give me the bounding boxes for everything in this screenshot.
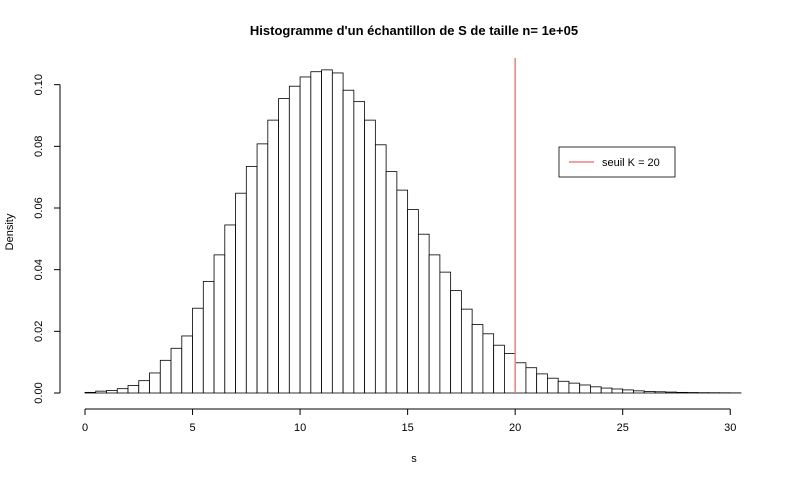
histogram-bar [536, 373, 548, 394]
histogram-bar [202, 280, 215, 394]
histogram-bar [643, 391, 656, 394]
histogram-bar [579, 384, 591, 394]
histogram-bar [192, 307, 204, 394]
histogram-bar [676, 391, 688, 394]
histogram-bar [245, 165, 258, 394]
histogram-bar [256, 143, 269, 394]
histogram-bar [278, 98, 290, 394]
x-tick-label: 25 [617, 422, 629, 434]
y-tick-label: 0.02 [33, 321, 45, 342]
histogram-bar [159, 359, 172, 394]
x-tick-label: 20 [509, 422, 521, 434]
histogram-bar [95, 390, 107, 394]
histogram-bar [116, 388, 129, 394]
histogram-bar [439, 271, 452, 394]
histogram-bar [235, 192, 247, 394]
y-axis-label: Density [4, 213, 16, 250]
histogram-bar [654, 391, 667, 394]
histogram-bar [84, 391, 97, 394]
histogram-bar [504, 353, 516, 394]
y-tick-label: 0.04 [33, 259, 45, 280]
histogram-bar [374, 144, 387, 394]
histogram-bar [353, 101, 366, 394]
histogram-bar [547, 377, 559, 394]
histogram-bar [288, 85, 301, 394]
histogram-bar [267, 119, 279, 394]
histogram-bar [224, 224, 236, 394]
histogram-bar [417, 233, 430, 394]
histogram-bar [590, 386, 602, 394]
histogram-bar [600, 387, 613, 394]
histogram-bar [622, 389, 634, 394]
histogram-bar [450, 290, 462, 394]
chart-title: Histogramme d'un échantillon de S de tai… [250, 23, 578, 38]
histogram-bar [138, 380, 150, 394]
legend: seuil K = 20 [558, 146, 676, 178]
histogram-bar [482, 333, 495, 394]
histogram-bar [385, 171, 398, 394]
histogram-bar [310, 71, 322, 394]
histogram-bar [181, 335, 193, 394]
y-axis: 0.00 0.02 0.04 0.06 0.08 0.10 [33, 74, 61, 404]
y-tick-label: 0.00 [33, 382, 45, 403]
x-axis: 0 5 10 15 20 25 30 [82, 408, 736, 434]
histogram-bars [84, 69, 742, 394]
histogram-bar [568, 382, 581, 394]
x-tick-label: 15 [401, 422, 413, 434]
histogram-bar [364, 119, 376, 394]
histogram-bar [149, 372, 161, 394]
histogram-bar [331, 72, 344, 394]
histogram-bar [170, 347, 183, 394]
x-tick-label: 0 [82, 422, 88, 434]
x-tick-label: 10 [294, 422, 306, 434]
histogram-bar [493, 344, 505, 394]
histogram-bar [342, 89, 355, 394]
y-tick-label: 0.06 [33, 197, 45, 218]
x-tick-label: 30 [724, 422, 736, 434]
histogram-bar [299, 76, 312, 394]
histogram-bar [557, 380, 570, 394]
histogram-bar [514, 362, 527, 394]
histogram-bar [428, 254, 441, 394]
histogram-bar [471, 324, 484, 394]
histogram-bar [460, 308, 473, 394]
histogram-bar [665, 391, 677, 394]
histogram-bar [127, 385, 140, 394]
x-tick-label: 5 [189, 422, 195, 434]
histogram-bar [106, 390, 118, 394]
legend-label: seuil K = 20 [602, 157, 660, 169]
histogram-bar [213, 254, 226, 394]
y-tick-label: 0.10 [33, 74, 45, 95]
histogram-bar [321, 69, 333, 394]
histogram-bar [407, 209, 419, 394]
histogram-bar [396, 189, 409, 394]
y-tick-label: 0.08 [33, 136, 45, 157]
histogram-bar [633, 390, 645, 394]
histogram-bar [611, 388, 624, 394]
x-axis-label: s [411, 453, 417, 465]
histogram-bar [525, 367, 538, 394]
